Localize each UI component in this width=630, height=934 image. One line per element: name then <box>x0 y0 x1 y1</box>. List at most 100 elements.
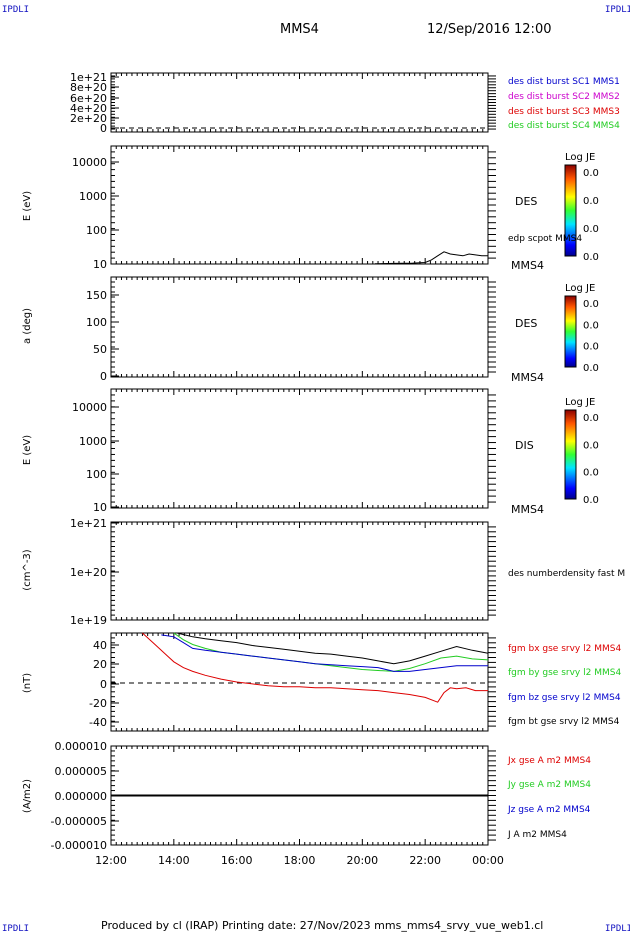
colorbar <box>564 164 577 257</box>
instrument-label: DES <box>515 195 537 208</box>
panel-p2 <box>110 145 577 265</box>
y-tick-label: 10000 <box>72 401 107 414</box>
colorbar-tick-label: 0.0 <box>583 320 599 331</box>
colorbar-tick-label: 0.0 <box>583 342 599 353</box>
y-tick-label: 100 <box>86 316 107 329</box>
corner-label-top-right: IPDLI <box>605 5 630 15</box>
panel-p4 <box>110 388 577 509</box>
colorbar-tick-label: 0.0 <box>583 224 599 235</box>
spacecraft-label: MMS4 <box>511 259 544 272</box>
y-tick-label: 0 <box>100 678 107 691</box>
panel-frame <box>110 521 489 621</box>
colorbar <box>564 295 577 368</box>
spacecraft-label: MMS4 <box>511 371 544 384</box>
y-axis-label: (cm^-3) <box>22 549 33 590</box>
y-tick-label: 0.000000 <box>55 790 108 803</box>
y-tick-label: 1e+21 <box>70 517 107 530</box>
legend-entry: des dist burst SC1 MMS1 <box>508 77 620 87</box>
colorbar-title: Log JE <box>565 152 595 163</box>
y-axis-label: E (eV) <box>22 435 33 465</box>
colorbar-tick-label: 0.0 <box>583 440 599 451</box>
instrument-label: DIS <box>515 439 534 452</box>
header-datetime: 12/Sep/2016 12:00 <box>427 22 552 37</box>
colorbar-tick-label: 0.0 <box>583 168 599 179</box>
y-tick-label: 40 <box>93 639 107 652</box>
colorbar-tick-label: 0.0 <box>583 299 599 310</box>
colorbar-tick-label: 0.0 <box>583 252 599 263</box>
x-tick-label: 16:00 <box>221 854 253 867</box>
series-line <box>142 632 488 703</box>
legend-entry: des numberdensity fast M <box>508 569 625 579</box>
colorbar-tick-label: 0.0 <box>583 363 599 374</box>
footer-text: Produced by cl (IRAP) Printing date: 27/… <box>101 919 544 932</box>
x-tick-label: 12:00 <box>95 854 127 867</box>
y-tick-label: 4e+20 <box>70 102 107 115</box>
spacecraft-label: MMS4 <box>511 503 544 516</box>
y-tick-label: 50 <box>93 343 107 356</box>
legend-entry: des dist burst SC3 MMS3 <box>508 107 620 117</box>
x-tick-label: 14:00 <box>158 854 190 867</box>
y-axis-label: E (eV) <box>22 191 33 221</box>
y-tick-label: 10 <box>93 258 107 271</box>
y-tick-label: 1000 <box>79 435 107 448</box>
panel-frame <box>110 388 489 509</box>
panel-p5 <box>110 521 496 621</box>
y-tick-label: -40 <box>89 716 107 729</box>
y-tick-label: -0.000005 <box>51 815 107 828</box>
legend-entry: fgm bz gse srvy l2 MMS4 <box>508 693 621 703</box>
x-tick-label: 20:00 <box>346 854 378 867</box>
header-spacecraft: MMS4 <box>280 22 319 37</box>
scpot-line <box>374 251 488 265</box>
panel-frame <box>110 276 489 378</box>
y-axis-label: (nT) <box>22 673 33 693</box>
legend-entry: Jx gse A m2 MMS4 <box>507 756 591 766</box>
y-tick-label: 10000 <box>72 156 107 169</box>
y-tick-label: 8e+20 <box>70 81 107 94</box>
colorbar <box>564 409 577 500</box>
y-tick-label: 20 <box>93 658 107 671</box>
y-tick-label: 2e+20 <box>70 112 107 125</box>
y-tick-label: 6e+20 <box>70 92 107 105</box>
y-tick-label: 1e+20 <box>70 566 107 579</box>
y-tick-label: -0.000010 <box>51 839 107 852</box>
panel-p6 <box>110 632 496 732</box>
corner-label-bottom-left: IPDLI <box>2 924 30 934</box>
legend-entry: des dist burst SC4 MMS4 <box>508 121 620 131</box>
y-tick-label: 100 <box>86 468 107 481</box>
legend-entry: fgm bx gse srvy l2 MMS4 <box>508 644 621 654</box>
series-line <box>161 634 488 672</box>
corner-label-top-left: IPDLI <box>2 5 30 15</box>
legend-entry: fgm by gse srvy l2 MMS4 <box>508 668 621 678</box>
colorbar-tick-label: 0.0 <box>583 468 599 479</box>
panel-frame <box>110 632 489 732</box>
colorbar-tick-label: 0.0 <box>583 413 599 424</box>
y-tick-label: 10 <box>93 501 107 514</box>
y-tick-label: 1e+19 <box>70 614 107 627</box>
y-axis-label: a (deg) <box>22 308 33 344</box>
series-line <box>176 632 489 665</box>
panel-frame <box>110 72 489 133</box>
y-tick-label: 100 <box>86 224 107 237</box>
x-tick-label: 18:00 <box>284 854 316 867</box>
x-tick-label: 22:00 <box>409 854 441 867</box>
colorbar-title: Log JE <box>565 283 595 294</box>
y-axis-label: (A/m2) <box>22 779 33 813</box>
y-tick-label: 0.000010 <box>55 740 108 753</box>
panel-p1 <box>110 72 496 133</box>
y-tick-label: 0 <box>100 370 107 383</box>
colorbar-tick-label: 0.0 <box>583 495 599 506</box>
legend-entry: fgm bt gse srvy l2 MMS4 <box>508 717 620 727</box>
colorbar-title: Log JE <box>565 397 595 408</box>
colorbar-tick-label: 0.0 <box>583 196 599 207</box>
instrument-label: DES <box>515 317 537 330</box>
legend-entry: Jz gse A m2 MMS4 <box>507 805 591 815</box>
y-tick-label: 0.000005 <box>55 765 108 778</box>
y-tick-label: 150 <box>86 289 107 302</box>
legend-entry: J A m2 MMS4 <box>507 830 567 840</box>
y-tick-label: -20 <box>89 697 107 710</box>
panel-p3 <box>110 276 577 378</box>
overlay-label: edp scpot MMS4 <box>508 234 582 244</box>
panel-p7 <box>110 745 496 846</box>
y-tick-label: 1e+21 <box>70 71 107 84</box>
